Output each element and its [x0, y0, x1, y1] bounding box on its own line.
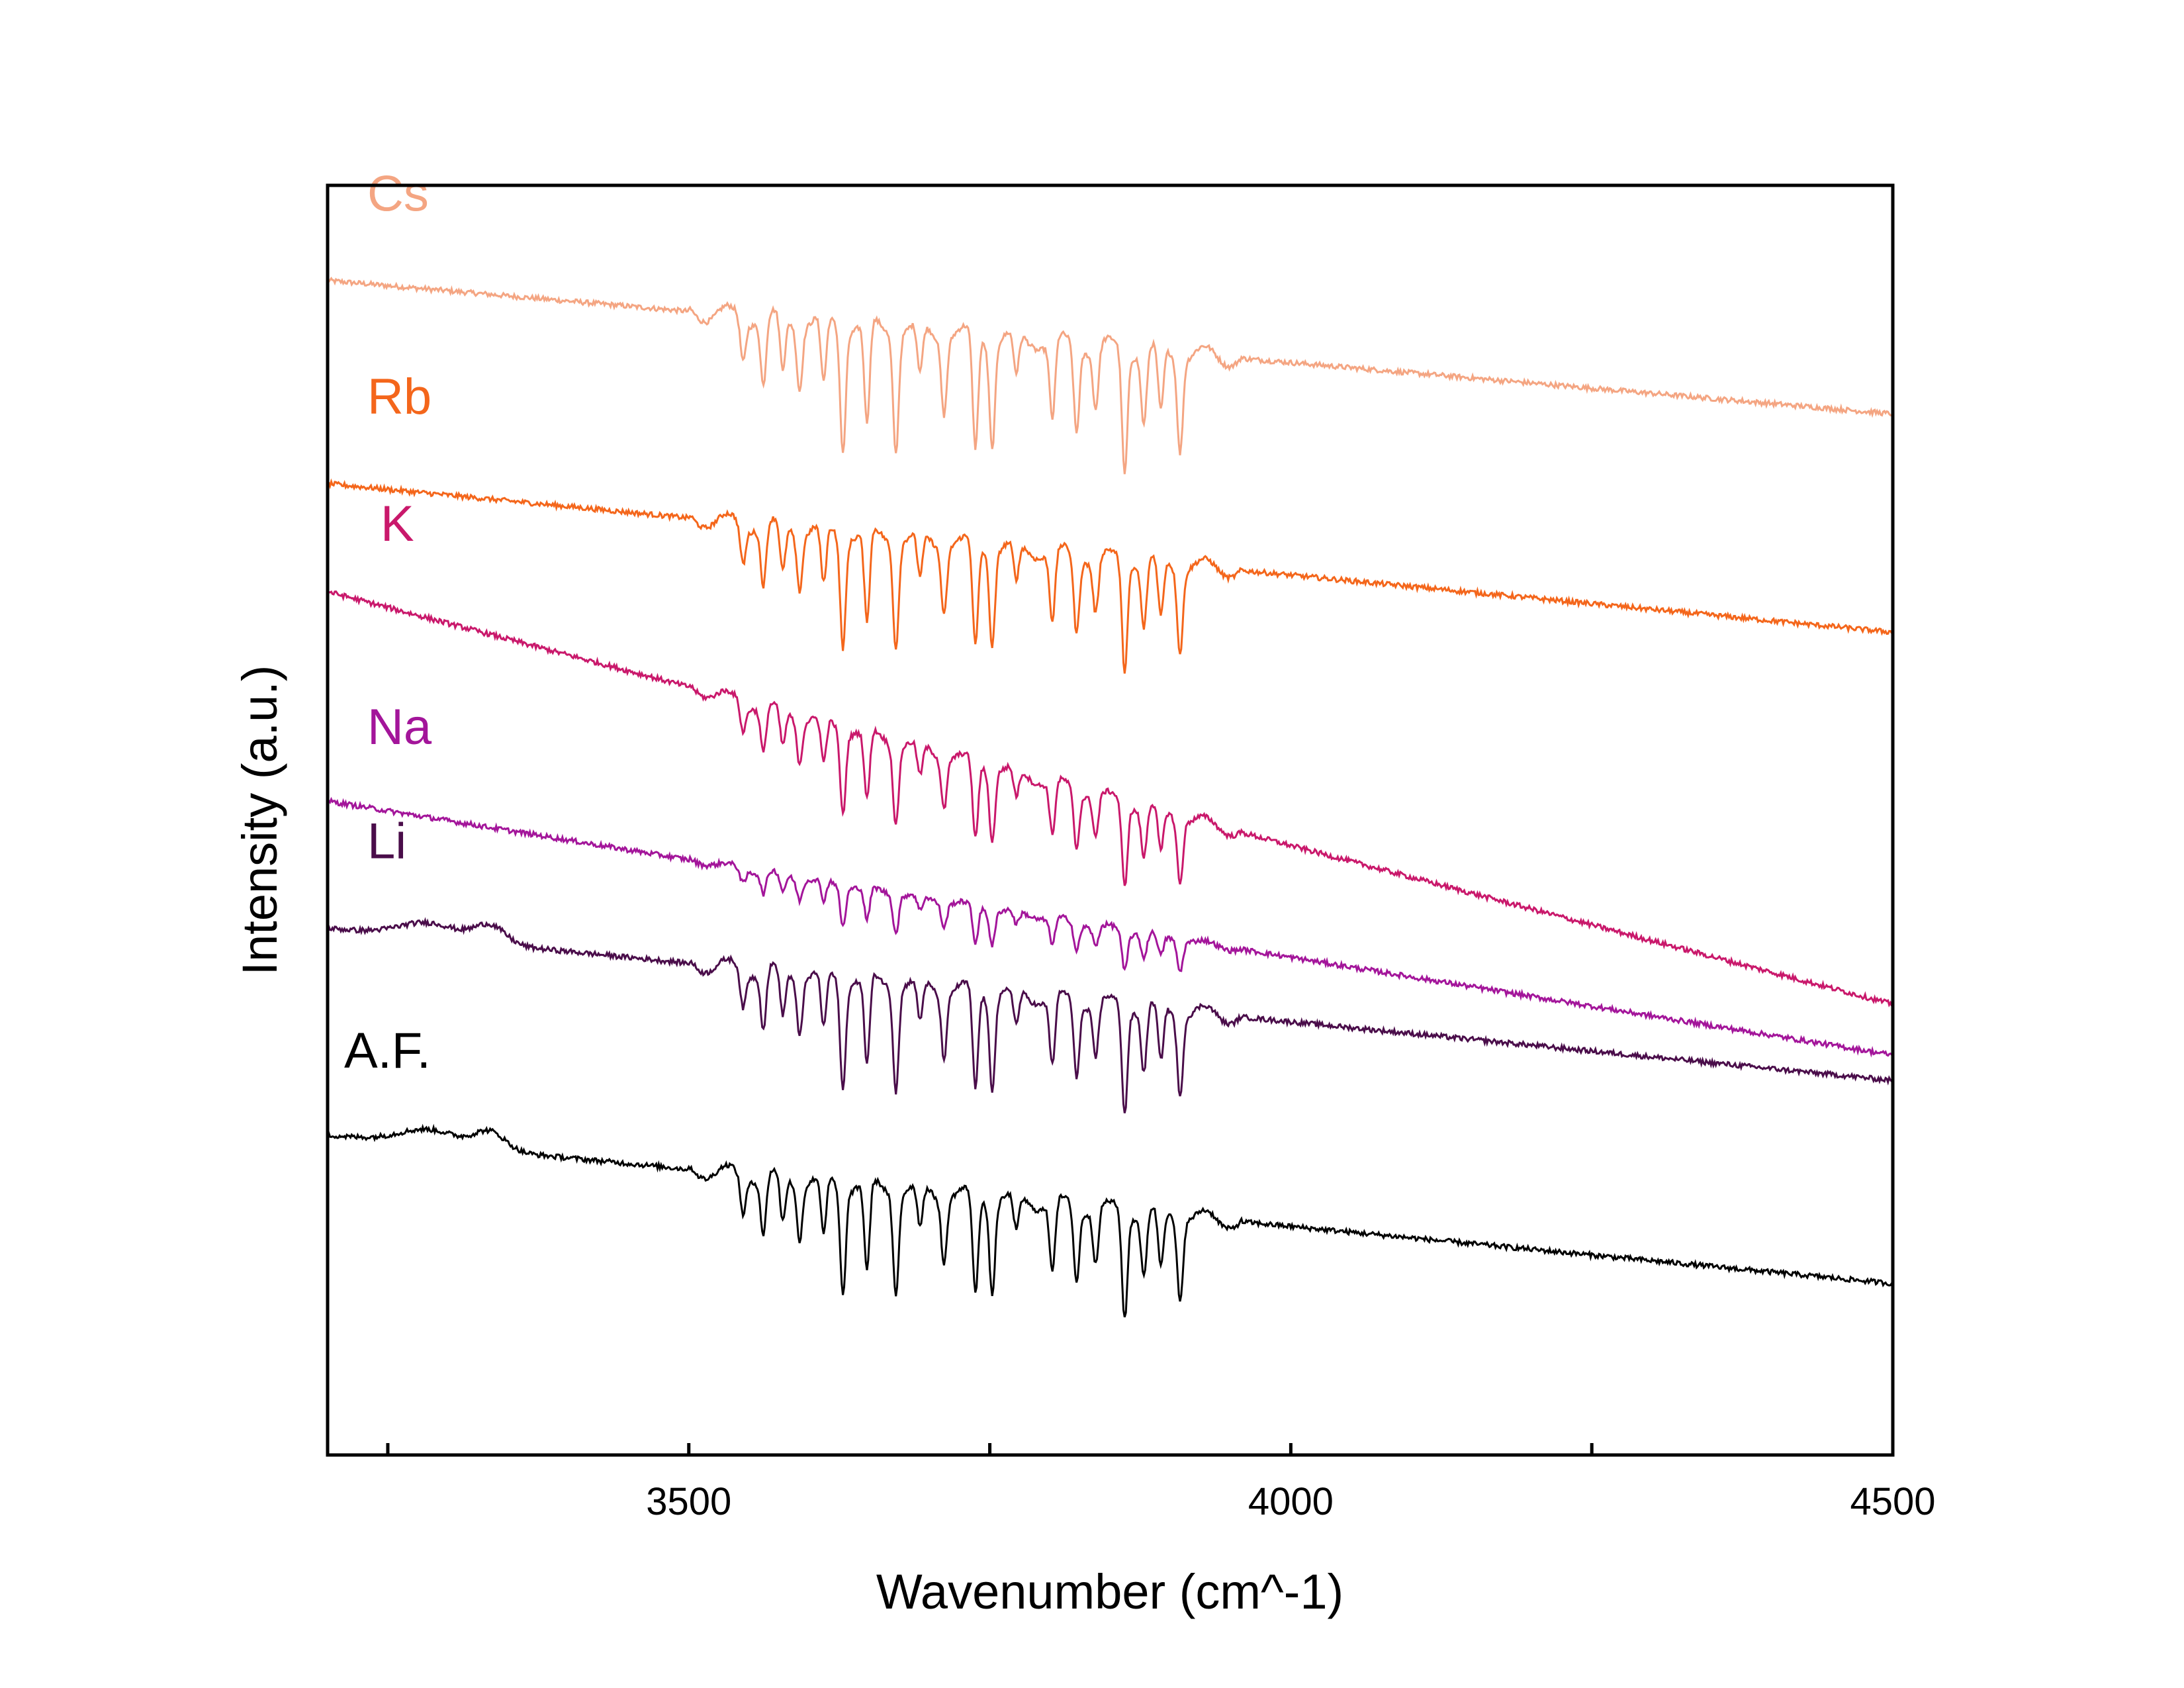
x-tick-label: 4000	[1248, 1480, 1334, 1523]
series-label-cs: Cs	[367, 165, 429, 222]
y-axis-title: Intensity (a.u.)	[232, 665, 287, 976]
series-label-li: Li	[367, 814, 406, 870]
series-traces	[326, 276, 1894, 1318]
series-label-rb: Rb	[367, 369, 432, 425]
x-axis-title: Wavenumber (cm^-1)	[876, 1564, 1343, 1619]
series-label-na: Na	[367, 699, 432, 755]
series-label-k: K	[381, 496, 414, 552]
series-label-af: A.F.	[344, 1023, 431, 1079]
x-tick-label: 3500	[646, 1480, 731, 1523]
series-labels: Cs Rb K Na Li A.F.	[344, 165, 432, 1079]
series-line-af	[326, 1123, 1894, 1318]
plot-frame	[326, 183, 1895, 1457]
series-line-k	[328, 590, 1893, 1008]
series-line-cs	[326, 276, 1894, 475]
x-tick-label: 4500	[1850, 1480, 1935, 1523]
series-line-rb	[327, 478, 1893, 674]
series-line-li	[327, 917, 1894, 1113]
series-line-na	[326, 796, 1894, 1058]
x-axis-ticks: 3500 4000 4500	[386, 1443, 1936, 1523]
